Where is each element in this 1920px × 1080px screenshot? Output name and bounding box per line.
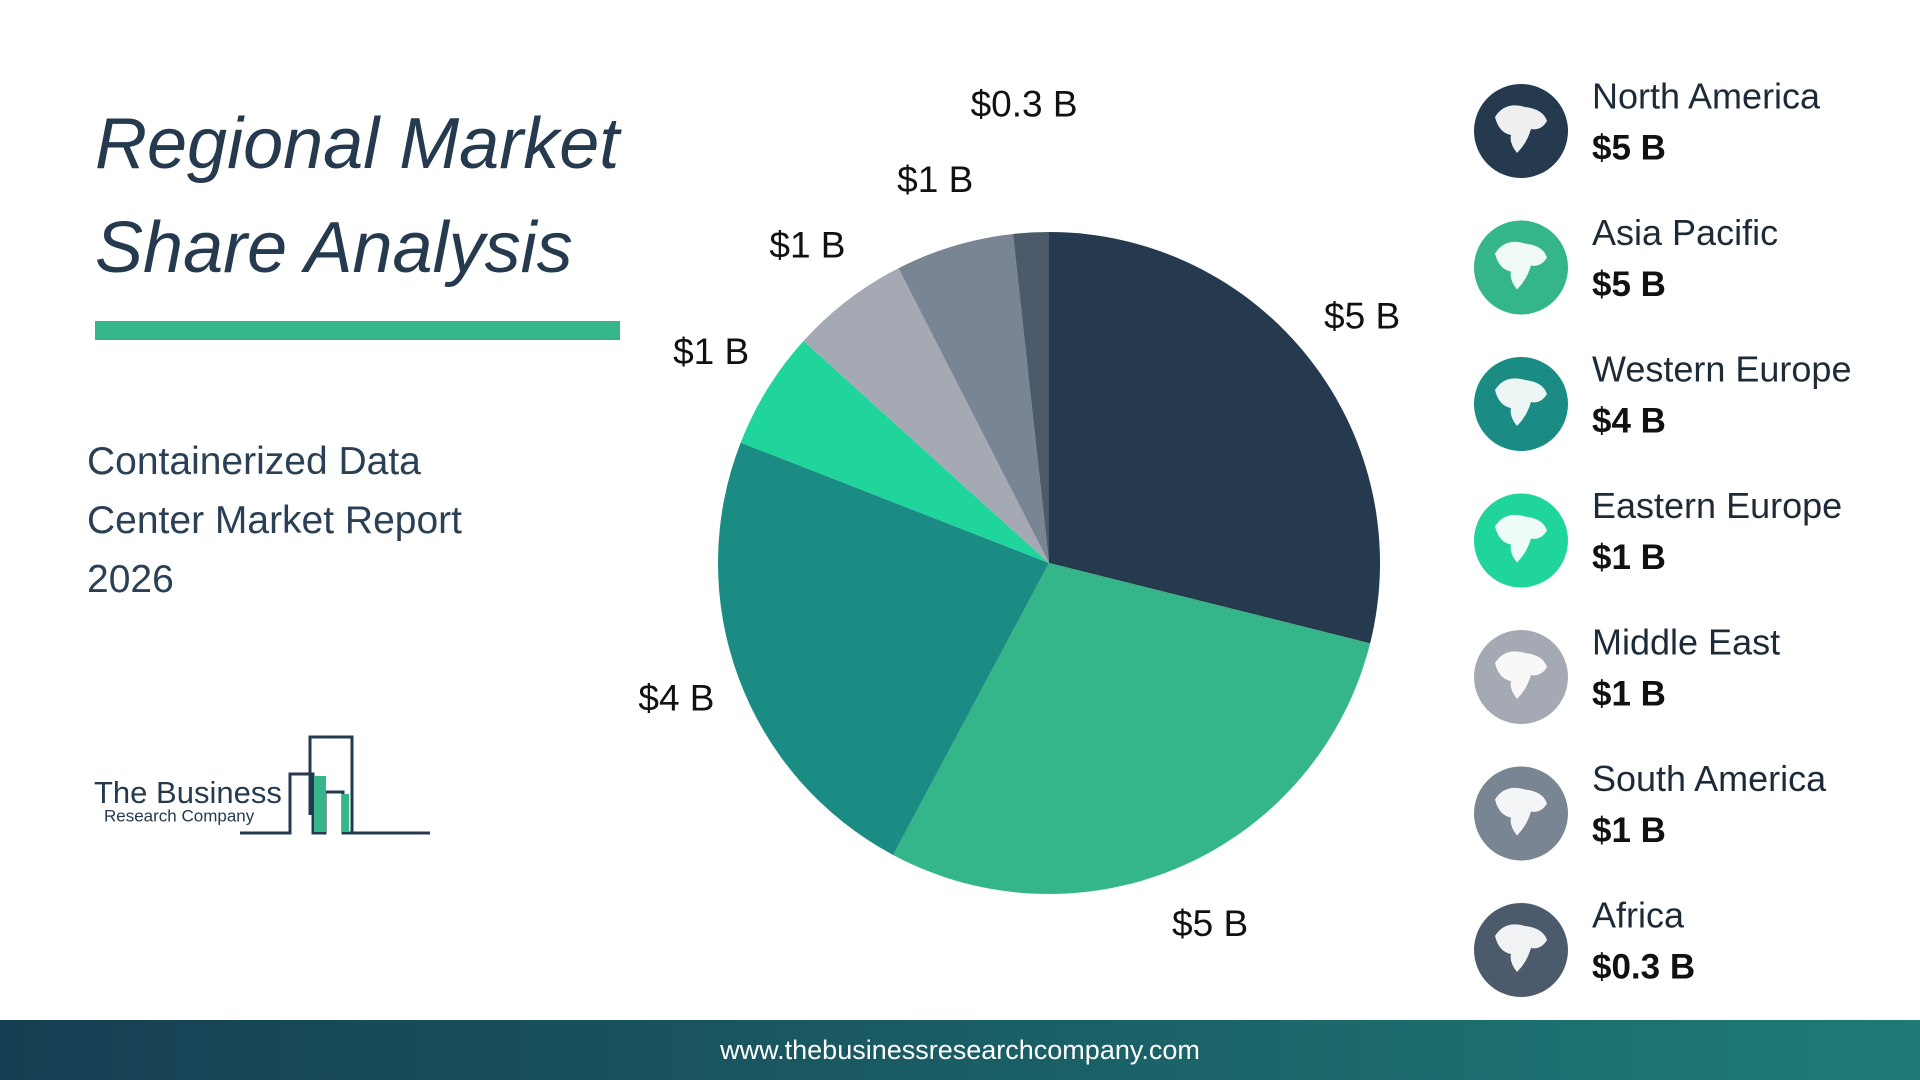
logo: The Business Research Company (94, 735, 430, 835)
legend-value: $1 B (1592, 538, 1666, 577)
legend-label: North America (1592, 76, 1821, 117)
legend-value: $0.3 B (1592, 947, 1695, 986)
legend-icon-map (1495, 787, 1547, 836)
data-label: $1 B (673, 331, 749, 372)
legend-label: Eastern Europe (1592, 485, 1842, 526)
logo-bar (314, 776, 326, 832)
logo-line2: Research Company (104, 806, 255, 825)
legend-value: $5 B (1592, 128, 1666, 167)
chart: $5 B $5 B $4 B $1 B $1 B $1 B $0.3 B North Amer… (638, 76, 1851, 997)
legend-value: $5 B (1592, 265, 1666, 304)
legend-value: $4 B (1592, 401, 1666, 440)
data-label: $4 B (638, 678, 714, 719)
legend-value: $1 B (1592, 674, 1666, 713)
legend-icon-map (1495, 924, 1547, 972)
legend-icon-map (1495, 105, 1547, 153)
pie-slice (898, 233, 1049, 563)
data-label: $5 B (1172, 903, 1248, 944)
data-label: $1 B (769, 224, 845, 265)
legend-icon-map (1495, 241, 1547, 290)
pie-slice (1049, 232, 1381, 644)
title-underline (95, 321, 620, 340)
legend-label: Asia Pacific (1592, 212, 1778, 253)
legend-icon-map (1495, 651, 1547, 699)
pie-slice (718, 442, 1049, 856)
logo-tower (308, 735, 354, 833)
pie-slice (740, 340, 1049, 563)
data-label: $5 B (1324, 295, 1400, 336)
legend-label: Africa (1592, 895, 1685, 936)
legend-label: South America (1592, 758, 1827, 799)
legend-icon-map (1495, 514, 1547, 563)
legend-label: Western Europe (1592, 349, 1851, 390)
footer: www.thebusinessresearchcompany.com (0, 1020, 1920, 1080)
legend-icon-map (1495, 378, 1547, 426)
logo-bar (342, 794, 349, 832)
pie-slice (803, 268, 1049, 563)
data-label: $1 B (897, 159, 973, 200)
pie-slice (893, 563, 1371, 894)
data-label: $0.3 B (971, 83, 1078, 124)
pie-slice (1013, 232, 1049, 563)
logo-line1: The Business (94, 775, 282, 810)
legend-label: Middle East (1592, 622, 1780, 663)
legend-value: $1 B (1592, 811, 1666, 850)
chart-title: Regional Market Share Analysis (95, 104, 620, 288)
chart-subtitle: Containerized Data Center Market Report … (87, 440, 462, 601)
